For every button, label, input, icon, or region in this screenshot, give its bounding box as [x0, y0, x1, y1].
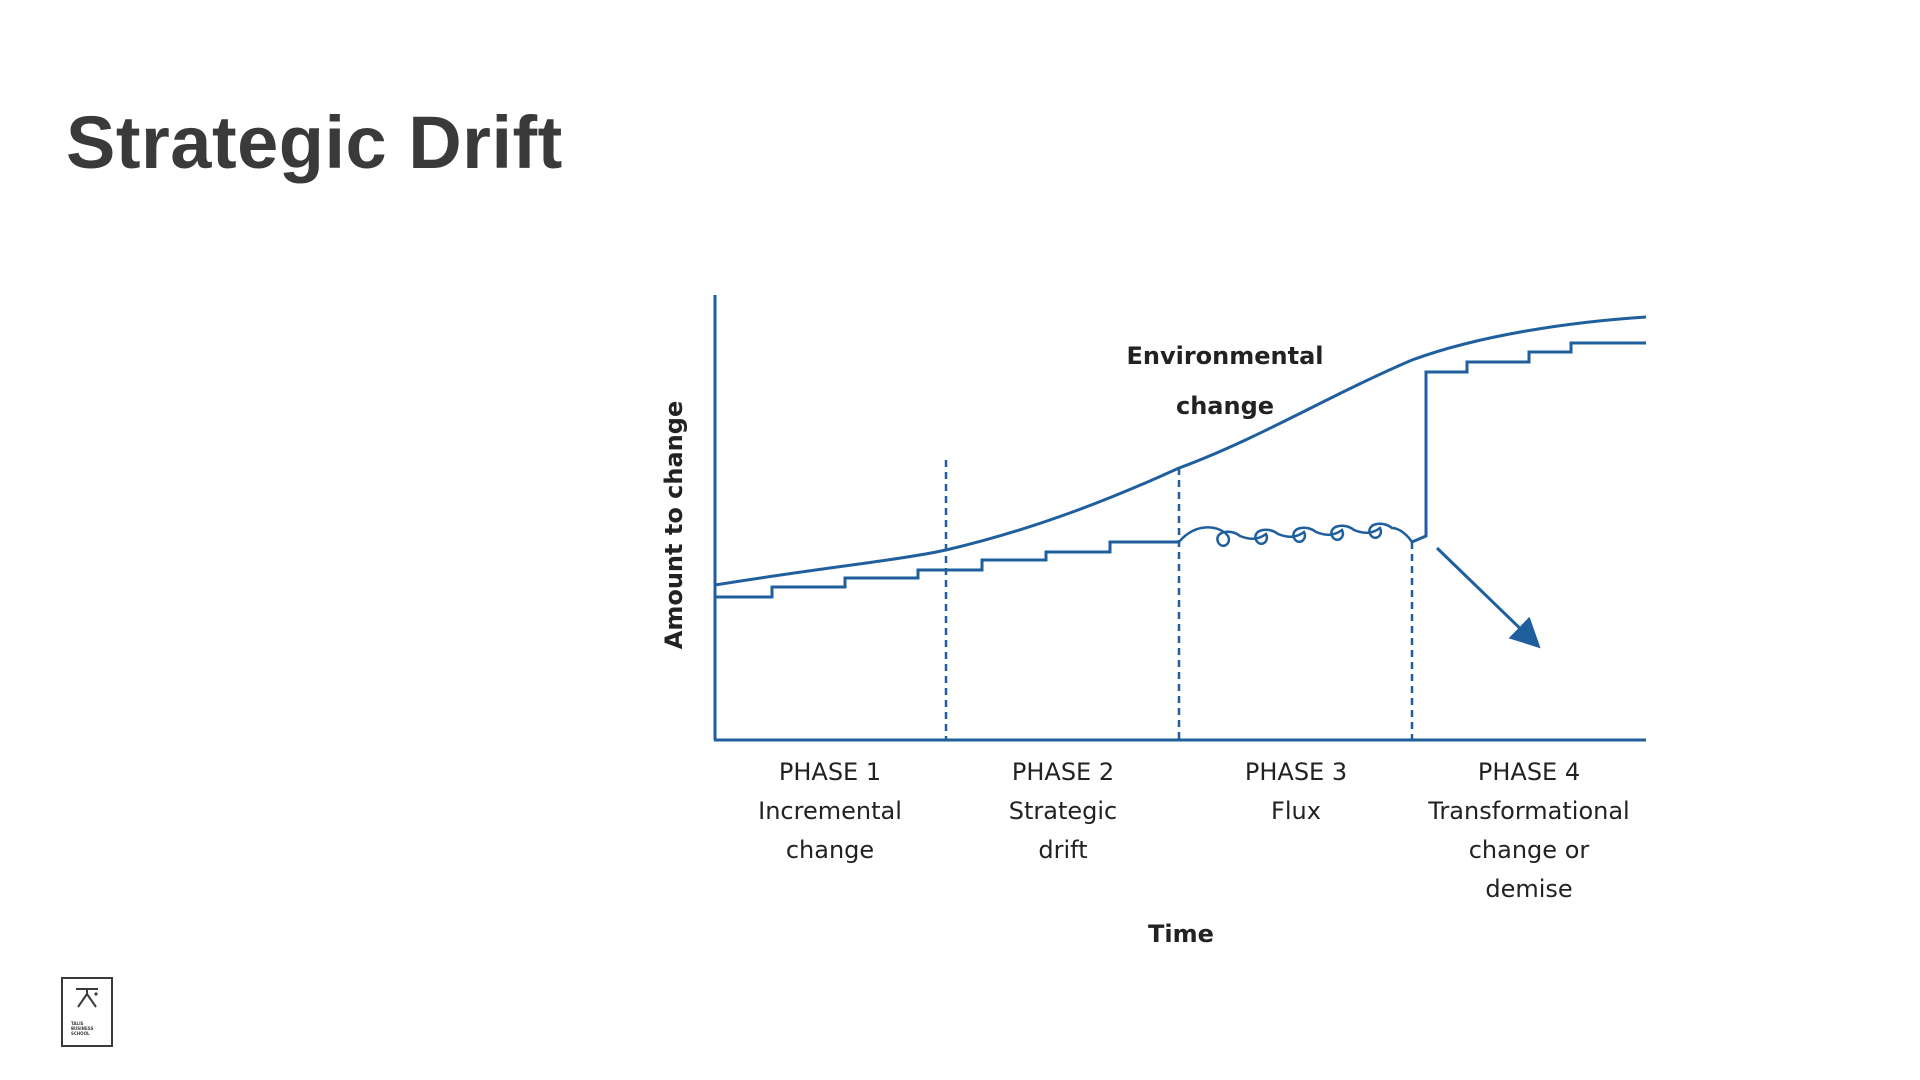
curve-label-line1: Environmental	[1126, 342, 1323, 370]
slide-title: Strategic Drift	[66, 101, 563, 184]
y-axis-label: Amount to change	[660, 401, 688, 649]
phase-2-line-2: Strategic	[1009, 797, 1118, 825]
phase-2-line-1: PHASE 2	[1012, 758, 1114, 786]
talis-logo-mark-icon	[76, 988, 98, 1008]
logo-text-line-3: SCHOOL	[71, 1031, 90, 1036]
phase-3-line-2: Flux	[1271, 797, 1321, 825]
phase-4-line-4: demise	[1485, 875, 1572, 903]
phase-1-line-2: Incremental	[758, 797, 902, 825]
x-axis-label: Time	[1148, 920, 1214, 948]
phase-4-line-3: change or	[1469, 836, 1590, 864]
curve-label-line2: change	[1176, 392, 1274, 420]
demise-arrow	[1435, 546, 1541, 649]
phase-2-line-3: drift	[1038, 836, 1087, 864]
phase-4-line-2: Transformational	[1427, 797, 1629, 825]
flux-loops	[1178, 522, 1414, 547]
transformational-steps	[1411, 341, 1646, 544]
logo-text-line-1: TALIS	[71, 1021, 84, 1026]
logo-text-line-2: BUSINESS	[71, 1026, 94, 1031]
phase-3-line-1: PHASE 3	[1245, 758, 1347, 786]
phase-1-line-1: PHASE 1	[779, 758, 881, 786]
strategy-steps	[715, 540, 1179, 599]
environmental-change-curve	[714, 315, 1647, 587]
phase-1-line-3: change	[786, 836, 874, 864]
talis-logo: TALIS BUSINESS SCHOOL	[61, 977, 113, 1047]
phase-4-line-1: PHASE 4	[1478, 758, 1580, 786]
talis-logo-text: TALIS BUSINESS SCHOOL	[71, 1021, 93, 1036]
